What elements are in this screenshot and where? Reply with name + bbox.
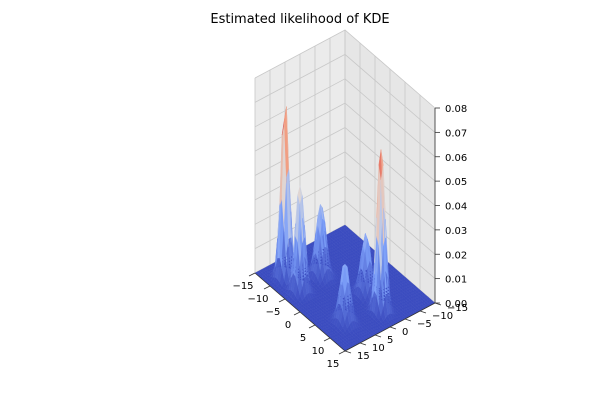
x-tick-label: −10	[247, 294, 268, 305]
x-tick-mark	[293, 311, 301, 316]
y-tick-label: 0	[402, 327, 408, 338]
z-gridline	[254, 78, 436, 158]
z-tick-label: 0.01	[445, 275, 467, 286]
z-tick-label: 0.02	[445, 250, 467, 261]
y-tick-label: 10	[372, 343, 385, 354]
kde-surface	[254, 106, 436, 352]
z-tick-label: 0.05	[445, 177, 467, 188]
y-tick-label: −15	[447, 303, 468, 314]
x-tick-label: −15	[232, 281, 253, 292]
y-tick-label: 15	[357, 351, 370, 362]
x-tick-mark	[323, 337, 331, 342]
z-tick-label: 0.03	[445, 226, 467, 237]
x-tick-label: −5	[266, 307, 281, 318]
z-gridline	[254, 53, 436, 133]
y-tick-mark	[419, 310, 427, 314]
x-tick-label: 15	[327, 359, 340, 370]
y-tick-mark	[374, 334, 382, 338]
x-tick-mark	[308, 324, 316, 329]
z-gridline	[254, 29, 436, 109]
x-tick-label: 5	[300, 333, 306, 344]
chart-title: Estimated likelihood of KDE	[210, 12, 390, 27]
x-tick-mark	[263, 285, 271, 290]
z-tick-label: 0.07	[445, 128, 467, 139]
z-tick-label: 0.06	[445, 153, 467, 164]
x-tick-mark	[338, 350, 346, 355]
y-tick-mark	[344, 350, 352, 354]
y-tick-mark	[404, 318, 412, 322]
y-tick-label: 5	[387, 335, 393, 346]
y-tick-label: −5	[417, 319, 432, 330]
x-tick-label: 0	[285, 320, 291, 331]
y-tick-mark	[389, 326, 397, 330]
x-tick-mark	[278, 298, 286, 303]
x-tick-mark	[248, 272, 256, 277]
z-tick-label: 0.04	[445, 202, 467, 213]
z-tick-label: 0.00	[445, 299, 467, 310]
x-tick-label: 10	[312, 346, 325, 357]
y-tick-label: −10	[432, 311, 453, 322]
y-tick-mark	[359, 342, 367, 346]
z-tick-label: 0.08	[445, 104, 467, 115]
tick-labels: −15−10−5051015−15−10−50510150.000.010.02…	[232, 104, 468, 370]
